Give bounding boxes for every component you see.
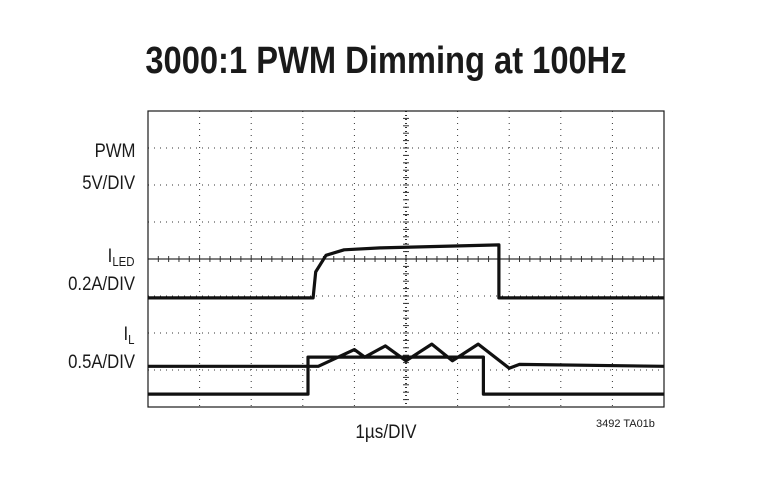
plot-traces: [148, 243, 665, 396]
channel-name-il-main: I: [123, 324, 129, 345]
channel-name-pwm: PWM: [94, 141, 135, 162]
channel-scale-iled: 0.2A/DIV: [68, 274, 135, 295]
channel-name-iled: ILED: [108, 246, 135, 273]
chart-title: 3000:1 PWM Dimming at 100Hz: [145, 40, 627, 82]
trace-iled: [148, 243, 664, 300]
channel-name-iled-sub: LED: [112, 254, 135, 269]
channel-name-il: IL: [124, 324, 135, 351]
x-axis-label: 1µs/DIV: [355, 422, 417, 443]
plot-frame: [147, 110, 665, 408]
plot-grid: [147, 110, 665, 408]
channel-name-il-sub: L: [128, 332, 135, 347]
channel-scale-pwm: 5V/DIV: [82, 173, 135, 194]
channel-name-iled-main: I: [108, 246, 113, 267]
trace-il: [148, 342, 665, 370]
trace-pwm: [148, 355, 664, 396]
channel-scale-il: 0.5A/DIV: [68, 352, 135, 373]
figure-id: 3492 TA01b: [596, 418, 655, 430]
